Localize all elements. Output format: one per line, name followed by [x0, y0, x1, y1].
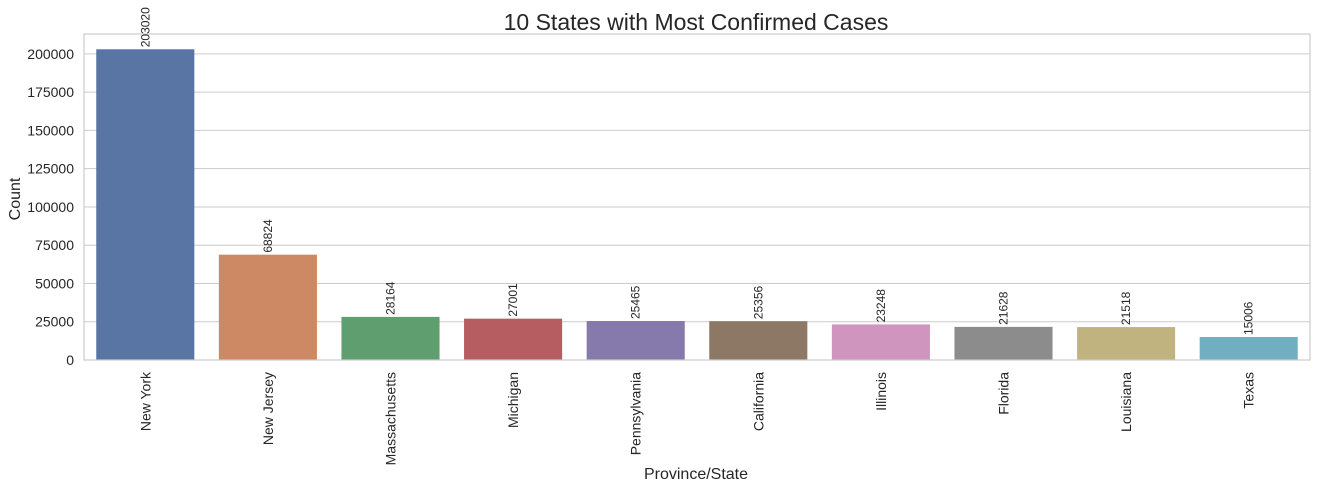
bar [341, 316, 440, 360]
bar [831, 324, 930, 360]
plot-frame [83, 33, 1311, 361]
x-tick-label: New York [137, 371, 153, 431]
y-tick-label: 75000 [35, 237, 74, 253]
bar [1077, 327, 1176, 360]
data-label: 28164 [384, 281, 398, 315]
data-label: 68824 [261, 219, 275, 253]
y-tick-label: 150000 [27, 122, 74, 138]
data-label: 27001 [506, 283, 520, 317]
x-tick-label: California [750, 372, 766, 431]
x-tick-label: Texas [1241, 372, 1257, 409]
bar [709, 321, 808, 360]
y-tick-label: 175000 [27, 84, 74, 100]
bar [1199, 337, 1298, 360]
data-label: 203020 [138, 7, 152, 47]
x-axis-label: Province/State [644, 466, 748, 483]
bars [96, 49, 1298, 360]
bar [586, 321, 685, 360]
x-axis-ticks: New York New Jersey Massachusetts Michigan P… [137, 371, 1256, 465]
x-tick-label: Pennsylvania [628, 372, 644, 455]
y-tick-label: 25000 [35, 314, 74, 330]
x-tick-label: Louisiana [1118, 372, 1134, 432]
y-tick-label: 50000 [35, 275, 74, 291]
y-axis-ticks: 0 25000 50000 75000 100000 125000 150000 175000… [27, 46, 74, 368]
y-tick-label: 200000 [27, 46, 74, 62]
data-labels: 203020 68824 28164 27001 25465 25356 23248 2162… [138, 7, 1255, 335]
y-tick-label: 100000 [27, 199, 74, 215]
x-tick-label: New Jersey [260, 372, 276, 445]
x-tick-label: Michigan [505, 372, 521, 428]
data-label: 21628 [997, 291, 1011, 325]
bar [218, 254, 317, 360]
y-axis-label: Count [7, 177, 24, 220]
data-label: 15006 [1242, 301, 1256, 335]
x-tick-label: Illinois [873, 372, 889, 411]
x-tick-label: Florida [996, 372, 1012, 415]
data-label: 25356 [751, 285, 765, 319]
bar [954, 326, 1053, 360]
data-label: 21518 [1119, 291, 1133, 325]
y-tick-label: 0 [66, 352, 74, 368]
data-label: 25465 [629, 285, 643, 319]
bar [464, 318, 563, 360]
bar [96, 49, 195, 360]
data-label: 23248 [874, 289, 888, 323]
chart-title: 10 States with Most Confirmed Cases [504, 9, 889, 35]
x-tick-label: Massachusetts [383, 372, 399, 465]
y-tick-label: 125000 [27, 161, 74, 177]
